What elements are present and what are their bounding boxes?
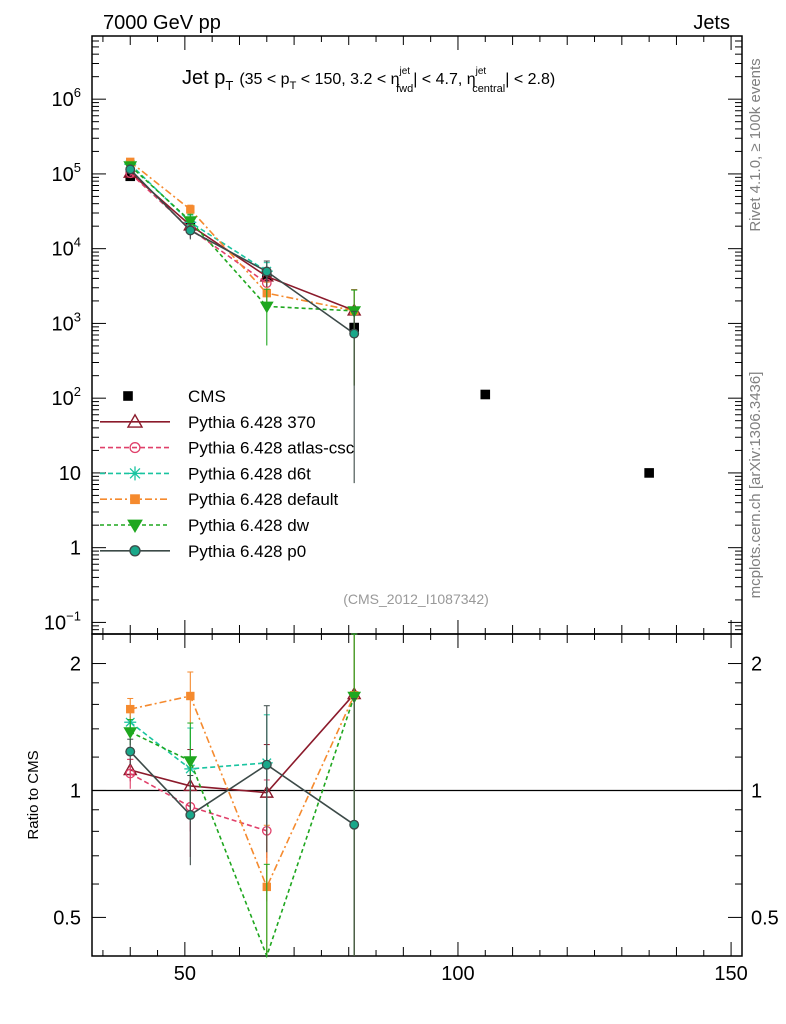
legend-marker <box>128 466 142 481</box>
title-part-2-sub: fwd <box>396 83 413 95</box>
series-point <box>125 164 136 175</box>
x-tick-label: 150 <box>714 963 747 985</box>
legend-label: Pythia 6.428 370 <box>188 413 316 432</box>
title-part-1: (35 < p <box>239 71 289 88</box>
title-part-3: | < 4.7, η <box>413 71 475 88</box>
legend-label: Pythia 6.428 p0 <box>188 542 306 561</box>
series-point <box>183 216 198 228</box>
x-tick-label: 50 <box>174 963 196 985</box>
ratio-y-tick-label: 1 <box>70 780 81 802</box>
series-main-line <box>129 161 355 312</box>
series-point <box>261 266 272 277</box>
series-main-line <box>129 163 268 272</box>
title-part-2-sup: jet <box>399 66 411 77</box>
series-ratio-point <box>123 727 138 739</box>
data-layer <box>123 157 654 959</box>
legend-label: Pythia 6.428 d6t <box>188 464 311 483</box>
series-pythia-6-428-370 <box>123 165 362 956</box>
main-y-tick-label: 10−1 <box>44 608 81 634</box>
series-ratio-line <box>129 772 268 832</box>
main-y-tick-label: 10 <box>59 463 81 485</box>
series-ratio-point <box>185 809 196 820</box>
ratio-y-tick-label: 0.5 <box>53 907 81 929</box>
series-main-line <box>129 172 355 312</box>
ratio-y-tick-label-right: 0.5 <box>751 907 779 929</box>
mcplots-reference-label: mcplots.cern.ch [arXiv:1306.3436] <box>747 372 764 599</box>
ratio-plot-frame <box>91 633 743 957</box>
header-energy-label: 7000 GeV pp <box>103 12 221 34</box>
title-part-2: < 150, 3.2 < η <box>296 71 399 88</box>
series-ratio-line <box>129 696 355 959</box>
cms-data-point <box>644 468 654 478</box>
series-point <box>185 225 196 236</box>
series-ratio-line <box>130 693 355 794</box>
series-main-line <box>129 165 355 312</box>
legend-marker-cms <box>123 391 133 401</box>
legend-marker <box>127 519 143 533</box>
legend-label: Pythia 6.428 atlas-csc <box>188 439 355 458</box>
series-ratio-point <box>126 704 135 714</box>
series-ratio-line <box>129 721 267 770</box>
series-ratio-point <box>183 756 198 768</box>
header-category-label: Jets <box>693 12 730 34</box>
legend-label-cms: CMS <box>188 387 226 406</box>
series-ratio-point <box>261 759 272 770</box>
series-ratio-point <box>125 768 136 779</box>
series-point <box>259 301 274 314</box>
analysis-watermark: (CMS_2012_I1087342) <box>343 591 489 607</box>
title-main-sub: T <box>225 78 233 93</box>
rivet-version-label: Rivet 4.1.0, ≥ 100k events <box>747 58 764 231</box>
legend: CMS Pythia 6.428 370 Pythia 6.428 atlas-cs… <box>100 387 355 561</box>
series-ratio-point <box>347 691 362 704</box>
series-point <box>186 205 195 214</box>
legend-marker <box>129 545 141 557</box>
main-y-tick-label: 1 <box>70 538 81 560</box>
series-main-line <box>129 168 355 335</box>
ratio-y-axis-label: Ratio to CMS <box>25 750 42 839</box>
title-part-4: | < 2.8) <box>505 71 555 88</box>
series-ratio-point <box>349 819 360 830</box>
series-ratio-point <box>125 746 136 757</box>
series-ratio-line <box>130 694 355 889</box>
chart-title: Jet pT (35 < pT < 150, 3.2 < ηjet fwd| < 4… <box>182 66 555 95</box>
main-y-tick-label: 106 <box>52 85 81 111</box>
legend-marker <box>129 442 141 454</box>
series-ratio-point <box>186 691 195 701</box>
title-main: Jet p <box>182 67 225 89</box>
series-point <box>349 328 360 339</box>
title-part-3-sup: jet <box>475 66 487 77</box>
legend-marker <box>130 494 140 505</box>
main-y-tick-label: 103 <box>52 309 81 335</box>
title-part-1-sub: T <box>290 80 297 92</box>
x-tick-label: 100 <box>441 963 474 985</box>
legend-label: Pythia 6.428 default <box>188 490 339 509</box>
legend-label: Pythia 6.428 dw <box>188 516 310 535</box>
main-y-tick-label: 105 <box>52 160 81 186</box>
cms-data-point <box>480 389 491 400</box>
cms-data-point <box>125 171 136 182</box>
series-ratio-line <box>129 751 355 826</box>
title-part-3-sub: central <box>472 83 505 95</box>
ratio-y-tick-label-right: 2 <box>751 654 762 676</box>
series-pythia-6-428-p0 <box>125 164 360 956</box>
main-y-tick-label: 104 <box>52 235 81 261</box>
main-y-tick-label: 102 <box>52 384 81 410</box>
ratio-y-tick-label-right: 1 <box>751 780 762 802</box>
ratio-y-tick-label: 2 <box>70 654 81 676</box>
legend-marker <box>126 413 144 428</box>
